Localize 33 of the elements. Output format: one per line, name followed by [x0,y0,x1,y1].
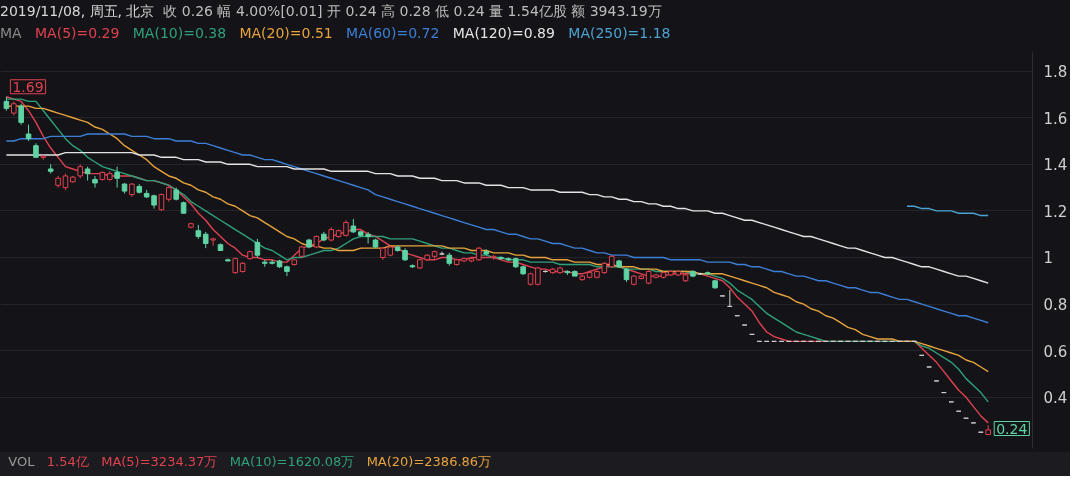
line-series [5,133,989,324]
candlestick [210,237,216,247]
text: VOL [8,454,35,469]
candlestick [254,238,261,258]
candlestick [18,103,24,126]
chart-title: 2019/11/08, 周五, 北京 [0,3,155,19]
y-tick-label: 0.4 [1043,389,1068,408]
text: MA(5)=3234.37万 [101,454,218,469]
text: MA(10)=0.38 [132,25,227,41]
y-tick-label: 1.4 [1043,156,1068,175]
y-tick-label: 1.8 [1043,63,1068,82]
line-series [5,151,989,284]
annotation: 1.69 [12,78,44,95]
y-tick-label: 1.2 [1043,202,1068,221]
candlestick [498,255,504,261]
candlestick [92,175,98,189]
text: 1.54亿 [46,454,89,469]
text: MA(60)=0.72 [346,25,440,41]
text: 0.24 [996,420,1028,437]
text: MA(5)=0.29 [35,25,120,41]
text: MA(120)=0.89 [452,25,555,41]
y-tick-label: 1.6 [1043,109,1068,128]
text: MA(20)=2386.86万 [366,454,492,469]
line-series [906,205,989,217]
y-tick-label: 0.8 [1043,296,1068,315]
candlestick [114,166,120,189]
text: MA(20)=0.51 [239,25,333,41]
y-tick-label: 1 [1043,249,1054,268]
chart-subtitle: 收 0.26 幅 4.00%[0.01] 开 0.24 高 0.28 低 0.24 量 1.54亿股 额 3943.19万 [163,3,662,19]
legend-title: MA [0,25,22,41]
text: MA(250)=1.18 [568,25,671,41]
y-tick-label: 0.6 [1043,342,1068,361]
text: MA(10)=1620.08万 [229,454,355,469]
